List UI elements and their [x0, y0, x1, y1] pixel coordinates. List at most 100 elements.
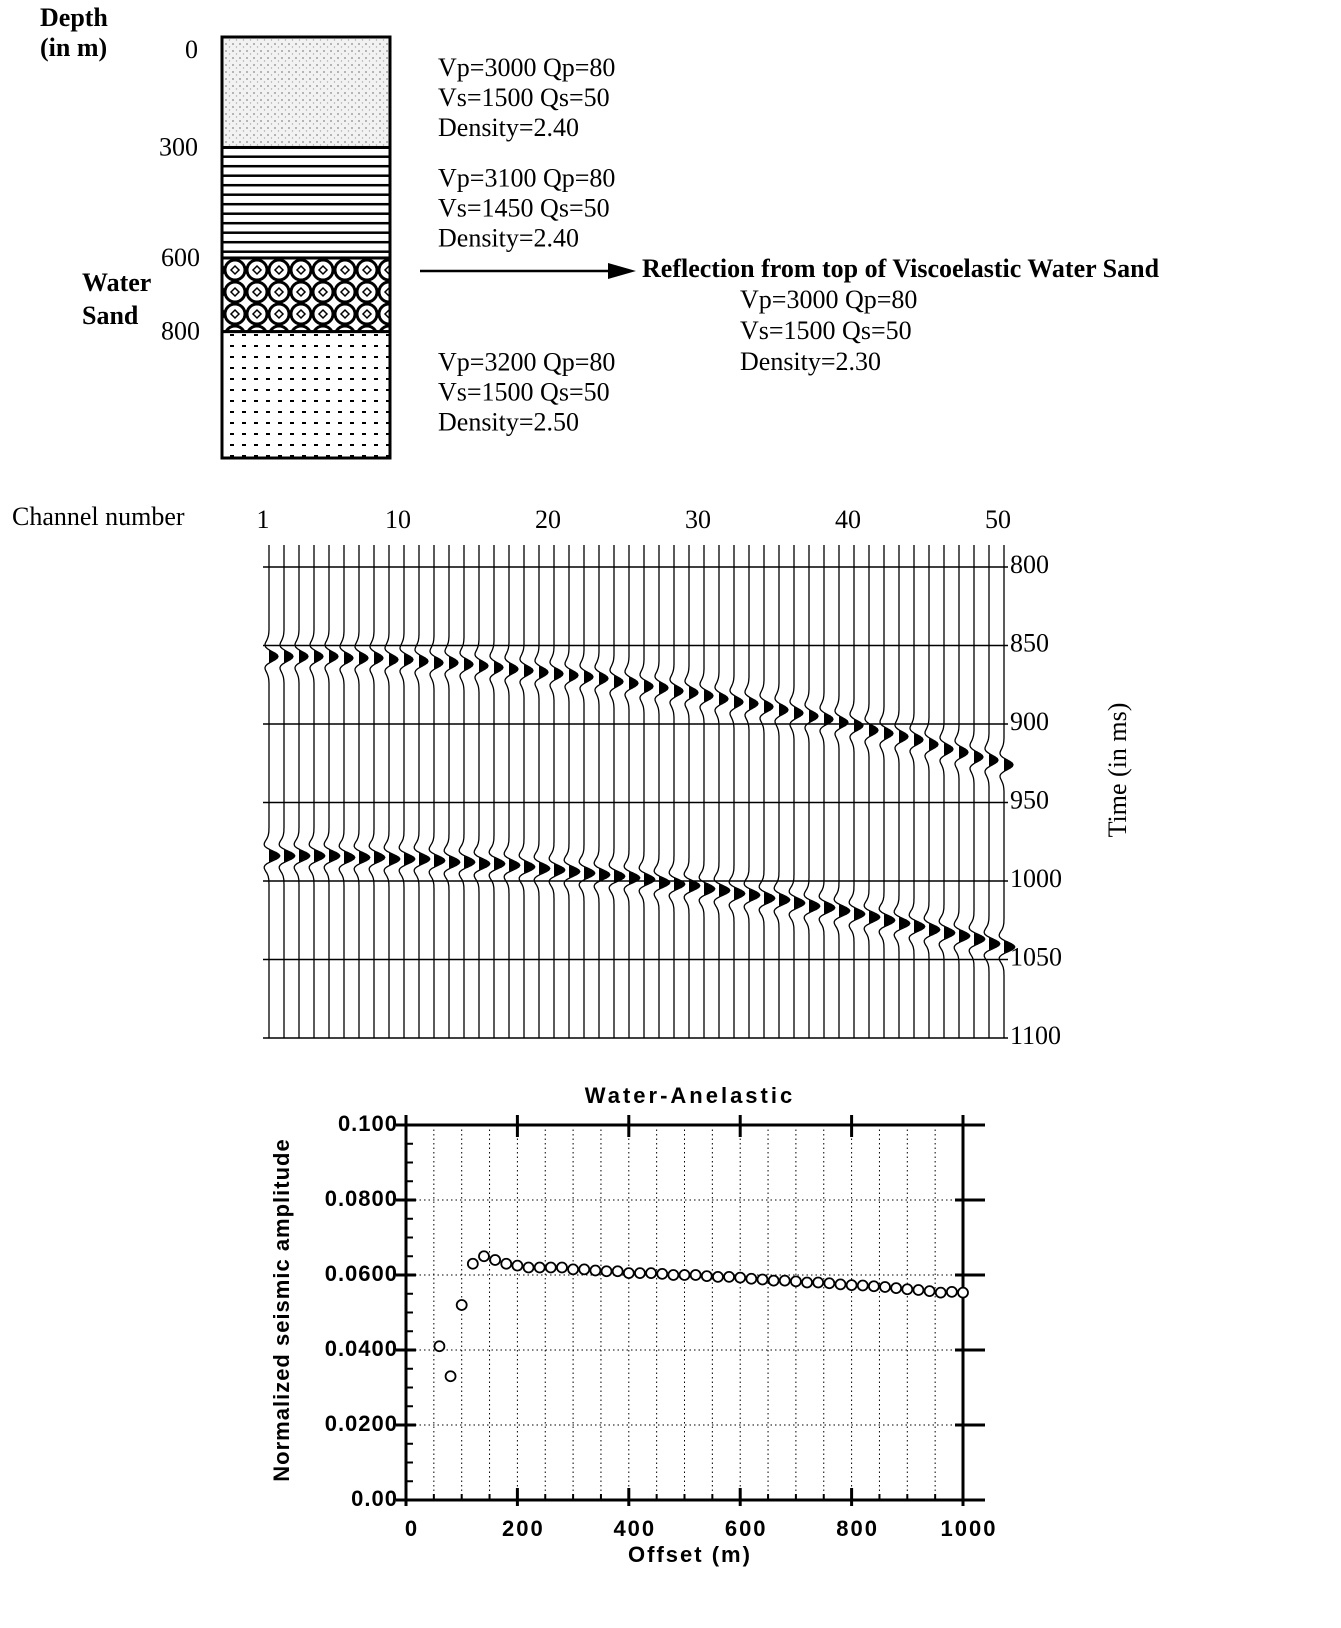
layer: [222, 258, 390, 332]
point: [936, 1288, 946, 1298]
y-tick-label: 0.0800: [325, 1186, 398, 1211]
trace-fill: [719, 693, 730, 897]
point: [680, 1270, 690, 1280]
y-tick-label: 900: [1010, 707, 1049, 736]
y-tick-label: 0.0400: [325, 1336, 398, 1361]
trace: [429, 545, 445, 1038]
trace-fill: [494, 661, 505, 870]
trace: [669, 545, 685, 1038]
y-tick-label: 1050: [1010, 942, 1062, 971]
point: [769, 1276, 779, 1286]
trace: [969, 545, 985, 1038]
layer-property: Vp=3000 Qp=80: [740, 285, 917, 314]
point: [557, 1263, 567, 1273]
trace: [279, 545, 295, 1038]
point: [713, 1272, 723, 1282]
trace: [504, 545, 520, 1038]
trace-fill: [749, 697, 760, 901]
layer: [222, 37, 390, 147]
trace-fill: [314, 650, 325, 862]
trace: [939, 545, 955, 1038]
trace: [924, 545, 940, 1038]
trace-fill: [404, 653, 415, 865]
trace: [339, 545, 355, 1038]
trace: [774, 545, 790, 1038]
point: [947, 1287, 957, 1297]
trace: [459, 545, 475, 1038]
layer: [222, 332, 390, 458]
trace-fill: [539, 666, 550, 875]
x-tick-label: 200: [502, 1516, 545, 1541]
point: [847, 1280, 857, 1290]
trace-fill: [434, 657, 445, 867]
y-tick-label: 800: [1010, 550, 1049, 579]
point: [880, 1282, 890, 1292]
trace: [684, 545, 700, 1038]
trace: [294, 545, 310, 1038]
trace: [384, 545, 400, 1038]
trace: [744, 545, 760, 1038]
trace-fill: [809, 710, 820, 913]
point: [746, 1274, 756, 1284]
layer-property: Vp=3100 Qp=80: [438, 163, 615, 192]
point: [457, 1300, 467, 1310]
trace-fill: [599, 672, 610, 881]
trace-fill: [419, 655, 430, 865]
trace: [369, 545, 385, 1038]
trace-fill: [569, 669, 580, 878]
trace-fill: [734, 696, 745, 900]
y-tick-label: 0.00: [351, 1486, 398, 1511]
point: [624, 1268, 634, 1278]
point: [546, 1263, 556, 1273]
trace: [489, 545, 505, 1038]
depth-tick-label: 600: [161, 243, 200, 272]
trace: [789, 545, 805, 1038]
trace-fill: [914, 733, 925, 932]
trace-fill: [629, 677, 640, 884]
layer-property: Vp=3200 Qp=80: [438, 348, 615, 377]
trace: [639, 545, 655, 1038]
trace: [414, 545, 430, 1038]
x-tick-label: 400: [613, 1516, 656, 1541]
page: {"model": { "depth_title": ["Depth", "(i…: [0, 0, 1341, 1628]
x-tick-label: 10: [385, 505, 411, 534]
trace-fill: [284, 650, 295, 862]
point: [858, 1281, 868, 1291]
trace: [609, 545, 625, 1038]
point: [791, 1276, 801, 1286]
trace: [564, 545, 580, 1038]
y-axis-title: Time (in ms): [1103, 703, 1132, 838]
y-tick-label: 1100: [1010, 1021, 1061, 1050]
x-tick-label: 0: [405, 1516, 419, 1541]
trace: [264, 545, 280, 1038]
layer-property: Density=2.50: [438, 408, 579, 437]
point: [646, 1268, 656, 1278]
trace: [834, 545, 850, 1038]
figure: Depth (in m) Reflection from top of Visc…: [0, 0, 1341, 1628]
trace-fill: [359, 652, 370, 864]
trace: [534, 545, 550, 1038]
trace-fill: [509, 663, 520, 872]
point: [724, 1272, 734, 1282]
layer-name: Sand: [82, 301, 139, 330]
trace: [984, 545, 1000, 1038]
trace: [759, 545, 775, 1038]
point: [902, 1284, 912, 1294]
trace-fill: [869, 724, 880, 923]
y-tick-label: 850: [1010, 628, 1049, 657]
point: [691, 1270, 701, 1280]
trace: [549, 545, 565, 1038]
trace: [894, 545, 910, 1038]
trace-fill: [389, 653, 400, 865]
trace-fill: [674, 685, 685, 891]
point: [579, 1264, 589, 1274]
trace-fill: [449, 657, 460, 869]
point: [824, 1278, 834, 1288]
trace-fill: [779, 704, 790, 907]
trace: [819, 545, 835, 1038]
trace-fill: [884, 727, 895, 926]
x-tick-label: 50: [985, 505, 1011, 534]
point: [757, 1275, 767, 1285]
point: [568, 1264, 578, 1274]
arrow-head: [608, 263, 636, 279]
